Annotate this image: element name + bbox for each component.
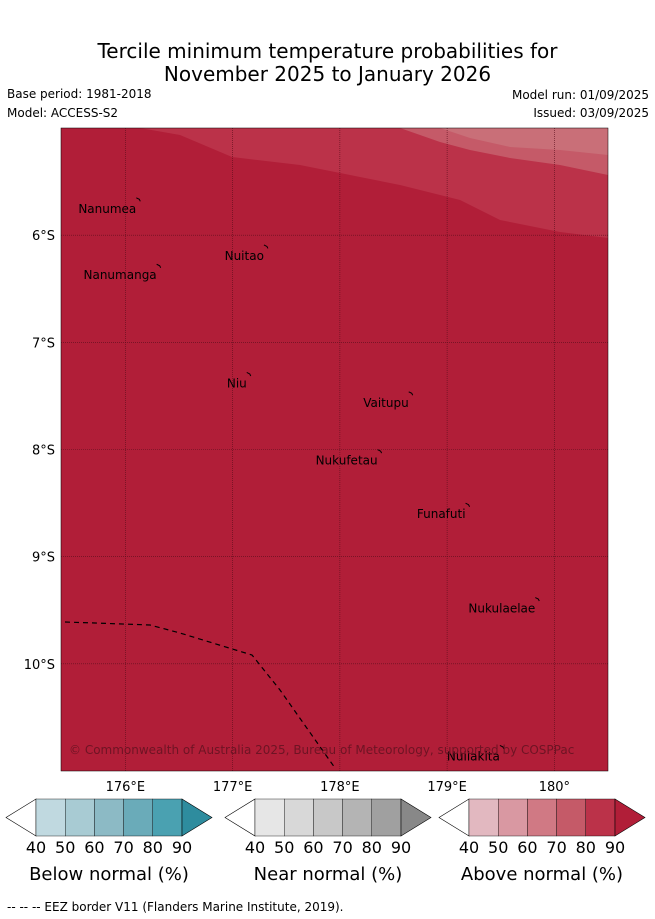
colorbar-max-extend bbox=[181, 798, 213, 837]
colorbar-swatch bbox=[152, 798, 183, 837]
colorbar-tick-label: 60 bbox=[517, 838, 537, 857]
colorbar-tick-label: 50 bbox=[55, 838, 75, 857]
colorbar-swatch bbox=[123, 798, 153, 837]
lat-tick-label: 7°S bbox=[32, 336, 55, 351]
probability-band-80 bbox=[140, 128, 608, 238]
colorbar-above: 40 50 60 70 80 90 Above normal (%) bbox=[438, 798, 646, 885]
colorbar-swatch bbox=[498, 798, 528, 837]
place-label: Nukulaelae bbox=[468, 602, 535, 616]
place-label: Nukufetau bbox=[316, 454, 378, 468]
place-label: Funafuti bbox=[417, 507, 466, 521]
lat-tick-label: 10°S bbox=[24, 658, 55, 673]
lat-tick-label: 6°S bbox=[32, 229, 55, 244]
colorbar-below: 40 50 60 70 80 90 Below normal (%) bbox=[5, 798, 213, 885]
colorbar-tick-label: 80 bbox=[143, 838, 163, 857]
island-marker bbox=[246, 372, 252, 377]
colorbar-tick-label: 90 bbox=[605, 838, 625, 857]
island-marker bbox=[535, 597, 540, 602]
copyright-text: © Commonwealth of Australia 2025, Bureau… bbox=[69, 743, 574, 757]
colorbar-tick-label: 70 bbox=[332, 838, 352, 857]
colorbar-tick-label: 60 bbox=[303, 838, 323, 857]
colorbar-tick-label: 50 bbox=[488, 838, 508, 857]
colorbar-swatch bbox=[35, 798, 66, 837]
model-run: Model run: 01/09/2025 bbox=[511, 88, 649, 102]
island-marker bbox=[408, 391, 414, 396]
colorbar-swatch bbox=[585, 798, 616, 837]
colorbar-swatch bbox=[254, 798, 285, 837]
place-label: Nuitao bbox=[225, 249, 264, 263]
map-title: Tercile minimum temperature probabilitie… bbox=[0, 40, 655, 86]
colorbar-tick-label: 40 bbox=[26, 838, 46, 857]
lon-tick-label: 180° bbox=[539, 780, 570, 795]
lon-tick-label: 177°E bbox=[213, 780, 253, 795]
colorbar-swatch bbox=[342, 798, 373, 837]
colorbar-swatch bbox=[64, 798, 95, 837]
place-label: Vaitupu bbox=[363, 396, 409, 410]
colorbar-swatch bbox=[468, 798, 499, 837]
lon-tick-label: 176°E bbox=[106, 780, 146, 795]
colorbar-tick-label: 60 bbox=[84, 838, 104, 857]
colorbar-title: Above normal (%) bbox=[461, 864, 623, 885]
probability-fill-90 bbox=[61, 128, 608, 771]
place-label: Nanumea bbox=[78, 202, 136, 216]
colorbar-tick-label: 80 bbox=[576, 838, 596, 857]
colorbar-swatch bbox=[527, 798, 557, 837]
place-label: Nuilakita bbox=[447, 749, 500, 763]
colorbar-legends: 40 50 60 70 80 90 Below normal (%) 40 50 60 70 80 90… bbox=[5, 798, 646, 885]
colorbar-tick-label: 40 bbox=[245, 838, 265, 857]
title-line-1: Tercile minimum temperature probabilitie… bbox=[97, 39, 558, 63]
colorbar-max-extend bbox=[400, 798, 432, 837]
lon-tick-label: 178°E bbox=[320, 780, 360, 795]
island-marker bbox=[499, 744, 505, 750]
place-label: Nanumanga bbox=[84, 268, 157, 282]
colorbar-swatch bbox=[371, 798, 402, 837]
lat-tick-label: 8°S bbox=[32, 444, 55, 459]
colorbar-tick-label: 70 bbox=[546, 838, 566, 857]
colorbar-min-extend bbox=[224, 798, 256, 837]
colorbar-swatch bbox=[284, 798, 314, 837]
probability-band-60 bbox=[440, 128, 608, 155]
colorbar-title: Below normal (%) bbox=[29, 864, 189, 885]
place-label: Niu bbox=[227, 376, 247, 390]
map-area: Nanumea Nuitao Nanumanga Niu Vaitupu Nukufeta… bbox=[61, 128, 608, 771]
island-marker bbox=[136, 197, 141, 202]
map-frame bbox=[60, 127, 609, 772]
colorbar-tick-label: 50 bbox=[274, 838, 294, 857]
eez-note: -- -- -- EEZ border V11 (Flanders Marine… bbox=[7, 900, 344, 914]
island-marker bbox=[465, 502, 471, 507]
eez-border bbox=[64, 621, 336, 769]
colorbar-min-extend bbox=[438, 798, 470, 837]
colorbar-tick-label: 80 bbox=[362, 838, 382, 857]
colorbar-swatch bbox=[556, 798, 586, 837]
colorbar-max-extend bbox=[614, 798, 646, 837]
issued-date: Issued: 03/09/2025 bbox=[533, 106, 649, 120]
lat-tick-label: 9°S bbox=[32, 551, 55, 566]
colorbar-swatch bbox=[94, 798, 124, 837]
colorbar-min-extend bbox=[5, 798, 37, 837]
island-marker bbox=[263, 244, 269, 249]
model-name: Model: ACCESS-S2 bbox=[7, 106, 119, 120]
colorbar-near: 40 50 60 70 80 90 Near normal (%) bbox=[224, 798, 432, 885]
colorbar-swatch bbox=[313, 798, 343, 837]
colorbar-title: Near normal (%) bbox=[254, 864, 403, 885]
base-period: Base period: 1981-2018 bbox=[7, 87, 152, 101]
axis-ticks: 176°E 177°E 178°E 179°E 180° 6°S 7°S 8°S 9°S 10°S bbox=[24, 229, 570, 795]
lon-tick-label: 179°E bbox=[427, 780, 467, 795]
island-marker bbox=[156, 263, 162, 268]
island-marker bbox=[377, 449, 383, 454]
title-line-2: November 2025 to January 2026 bbox=[163, 62, 492, 86]
colorbar-tick-label: 90 bbox=[172, 838, 192, 857]
colorbar-tick-label: 40 bbox=[459, 838, 479, 857]
colorbar-tick-label: 70 bbox=[113, 838, 133, 857]
place-labels: Nanumea Nuitao Nanumanga Niu Vaitupu Nukufeta… bbox=[78, 197, 540, 763]
colorbar-tick-label: 90 bbox=[391, 838, 411, 857]
